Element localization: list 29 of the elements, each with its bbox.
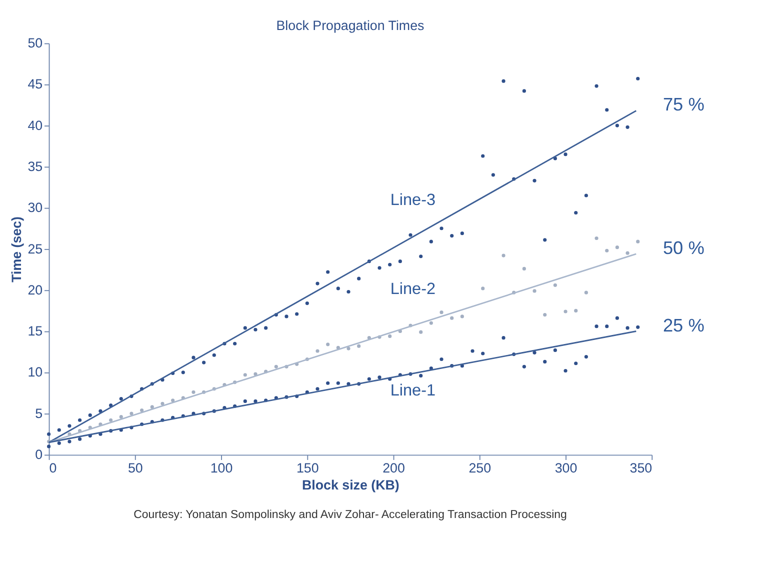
x-tick-label: 50: [128, 460, 143, 476]
y-tick-label: 40: [28, 118, 43, 133]
x-tick-label: 150: [296, 460, 319, 476]
x-tick-label: 0: [49, 460, 57, 476]
series-label: 25 %: [662, 315, 704, 336]
series-label: 75 %: [662, 94, 704, 115]
y-tick-label: 35: [28, 158, 43, 174]
y-tick-label: 5: [35, 406, 43, 421]
text: Courtesy: Yonatan Sompolinsky and Aviv Zohar- Accelerating Transaction Processing: [134, 508, 567, 521]
y-tick-label: 50: [28, 36, 43, 51]
x-tick-label: 250: [468, 460, 492, 476]
y-tick-label: 30: [28, 200, 43, 216]
x-tick-label: 350: [630, 460, 652, 476]
y-tick-label: 15: [28, 324, 43, 339]
y-tick-label: 0: [35, 447, 43, 462]
x-tick-label: 100: [210, 460, 233, 476]
x-tick-label: 300: [554, 460, 578, 476]
y-tick-label: 25: [28, 241, 43, 256]
chart-title: Block Propagation Times: [276, 18, 424, 33]
annotation: Line-1: [390, 381, 436, 400]
y-tick-label: 10: [28, 364, 43, 380]
annotation: Line-3: [390, 191, 436, 210]
x-axis-title: Block size (KB): [302, 478, 400, 493]
series-label: 50 %: [662, 238, 704, 258]
y-tick-label: 45: [28, 76, 43, 92]
annotation: Line-2: [390, 280, 436, 298]
x-tick-label: 200: [382, 460, 405, 476]
y-tick-label: 20: [28, 282, 43, 298]
y-axis-title: Time (sec): [8, 216, 24, 282]
